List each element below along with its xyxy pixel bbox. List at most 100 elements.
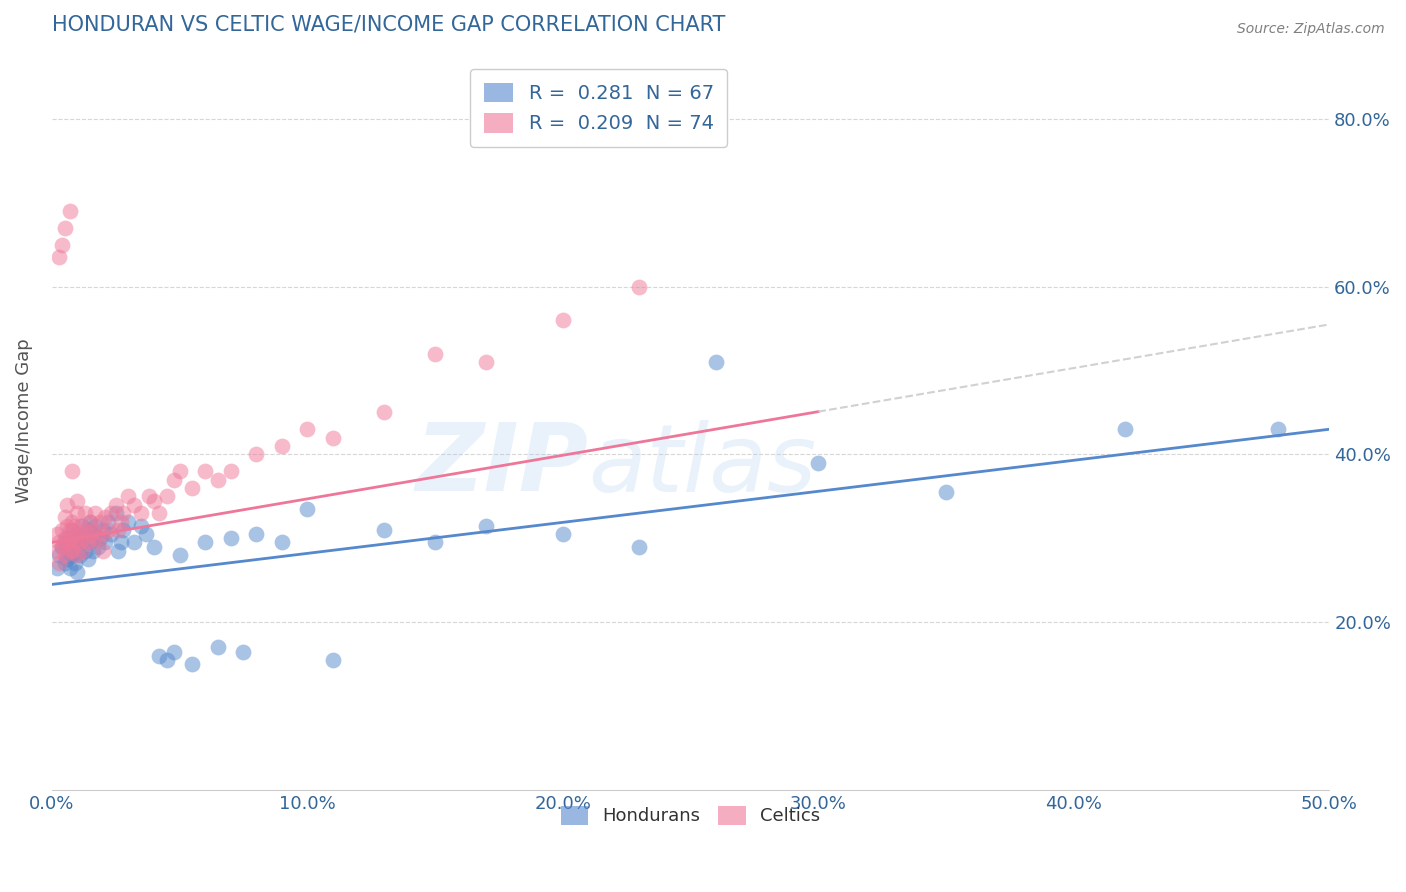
Point [97, 523, 120, 537]
Point [51, 540, 73, 554]
Point [148, 648, 170, 663]
Point [373, 405, 395, 419]
Point [104, 498, 127, 512]
Point [91, 523, 114, 537]
Point [100, 527, 122, 541]
Point [112, 523, 135, 537]
Point [628, 540, 651, 554]
Point [60, 464, 83, 478]
Point [148, 506, 170, 520]
Point [935, 485, 957, 500]
Point [138, 489, 160, 503]
Point [194, 464, 217, 478]
Point [76, 552, 98, 566]
Point [73, 544, 96, 558]
Point [66, 544, 89, 558]
Point [117, 489, 139, 503]
Point [135, 527, 157, 541]
Point [53, 535, 76, 549]
Point [297, 422, 319, 436]
Point [63, 557, 86, 571]
Point [110, 535, 132, 549]
Point [117, 515, 139, 529]
Point [156, 489, 179, 503]
Point [59, 544, 82, 558]
Point [94, 535, 117, 549]
Point [89, 531, 111, 545]
Y-axis label: Wage/Income Gap: Wage/Income Gap [15, 338, 32, 503]
Point [82, 544, 104, 558]
Point [66, 493, 89, 508]
Point [79, 535, 101, 549]
Point [89, 515, 111, 529]
Point [84, 506, 107, 520]
Point [122, 498, 145, 512]
Point [60, 548, 83, 562]
Point [63, 535, 86, 549]
Point [69, 535, 91, 549]
Point [56, 552, 79, 566]
Point [297, 502, 319, 516]
Point [163, 473, 186, 487]
Point [270, 535, 292, 549]
Point [156, 653, 179, 667]
Point [72, 535, 94, 549]
Point [56, 498, 79, 512]
Point [169, 464, 191, 478]
Point [270, 439, 292, 453]
Point [73, 523, 96, 537]
Point [628, 279, 651, 293]
Point [475, 518, 498, 533]
Point [53, 531, 76, 545]
Point [56, 518, 79, 533]
Point [423, 535, 446, 549]
Point [51, 540, 73, 554]
Point [60, 544, 83, 558]
Point [322, 653, 344, 667]
Point [60, 515, 83, 529]
Point [48, 548, 70, 562]
Point [551, 527, 574, 541]
Point [51, 523, 73, 537]
Text: HONDURAN VS CELTIC WAGE/INCOME GAP CORRELATION CHART: HONDURAN VS CELTIC WAGE/INCOME GAP CORRE… [52, 15, 725, 35]
Point [129, 506, 152, 520]
Point [163, 644, 186, 658]
Point [66, 527, 89, 541]
Point [122, 535, 145, 549]
Point [91, 544, 114, 558]
Point [56, 531, 79, 545]
Point [69, 548, 91, 562]
Point [107, 544, 129, 558]
Point [59, 544, 82, 558]
Point [97, 515, 120, 529]
Point [63, 535, 86, 549]
Point [423, 347, 446, 361]
Point [48, 535, 70, 549]
Point [66, 506, 89, 520]
Point [45, 527, 67, 541]
Point [73, 531, 96, 545]
Point [807, 456, 830, 470]
Point [84, 518, 107, 533]
Point [59, 560, 82, 574]
Point [63, 518, 86, 533]
Point [100, 506, 122, 520]
Text: Source: ZipAtlas.com: Source: ZipAtlas.com [1237, 22, 1385, 37]
Point [60, 531, 83, 545]
Point [73, 506, 96, 520]
Point [72, 531, 94, 545]
Text: atlas: atlas [588, 419, 817, 510]
Point [1267, 422, 1289, 436]
Point [107, 523, 129, 537]
Point [82, 535, 104, 549]
Point [245, 447, 267, 461]
Point [48, 250, 70, 264]
Point [551, 313, 574, 327]
Point [232, 644, 254, 658]
Point [129, 518, 152, 533]
Point [53, 510, 76, 524]
Point [87, 531, 110, 545]
Point [245, 527, 267, 541]
Point [53, 221, 76, 235]
Point [66, 527, 89, 541]
